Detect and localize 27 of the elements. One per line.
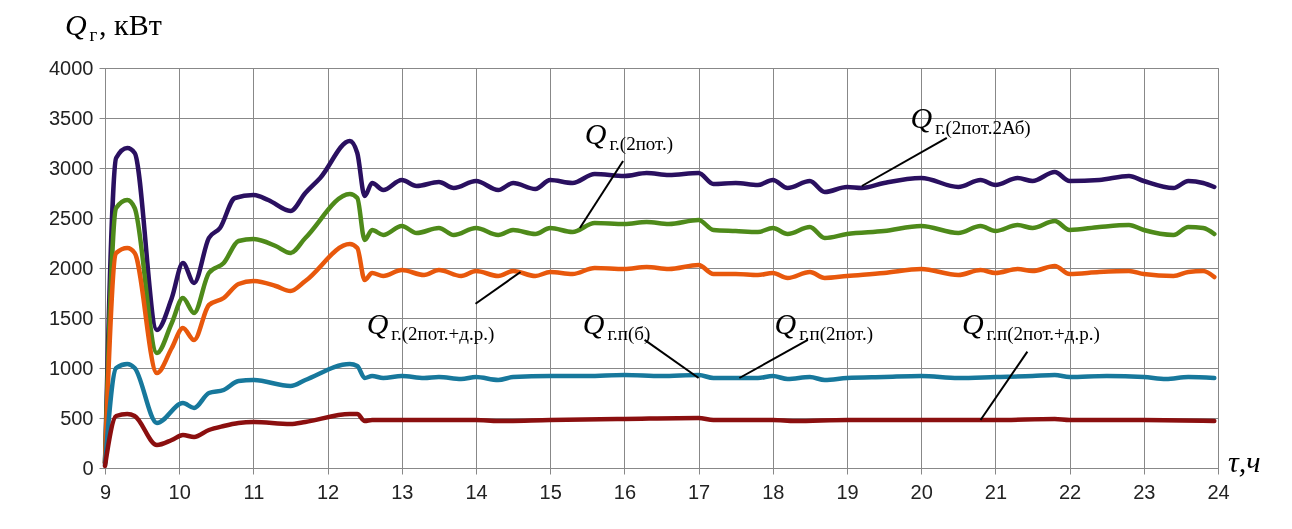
x-tick-label: 23 — [1133, 480, 1156, 503]
x-tick-label: 10 — [168, 480, 191, 503]
x-tick-label: 18 — [762, 480, 785, 503]
y-tick-label: 2000 — [49, 256, 94, 279]
x-tick-label: 14 — [465, 480, 488, 503]
y-tick-label: 1000 — [49, 356, 94, 379]
y-tick-label: 0 — [82, 456, 94, 479]
x-tick-label: 17 — [687, 480, 711, 503]
x-tick-label: 24 — [1207, 480, 1230, 503]
x-tick-label: 11 — [243, 480, 265, 503]
y-tick-label: 500 — [60, 406, 94, 429]
x-tick-label: 21 — [984, 480, 1008, 503]
x-tick-label: 22 — [1058, 480, 1082, 503]
x-tick-label: 16 — [613, 480, 637, 503]
y-tick-label: 4000 — [49, 56, 94, 79]
x-axis-title: τ,ч — [1228, 445, 1261, 478]
x-tick-label: 13 — [391, 480, 414, 503]
x-tick-label: 19 — [836, 480, 859, 503]
x-tick-label: 9 — [99, 480, 112, 503]
x-tick-label: 15 — [539, 480, 562, 503]
y-tick-label: 1500 — [49, 306, 94, 329]
x-tick-label: 12 — [316, 480, 340, 503]
y-tick-label: 2500 — [49, 206, 94, 229]
x-tick-label: 20 — [910, 480, 933, 503]
y-tick-label: 3000 — [49, 156, 94, 179]
line-series — [102, 411, 1217, 469]
y-tick-label: 3500 — [49, 106, 94, 129]
